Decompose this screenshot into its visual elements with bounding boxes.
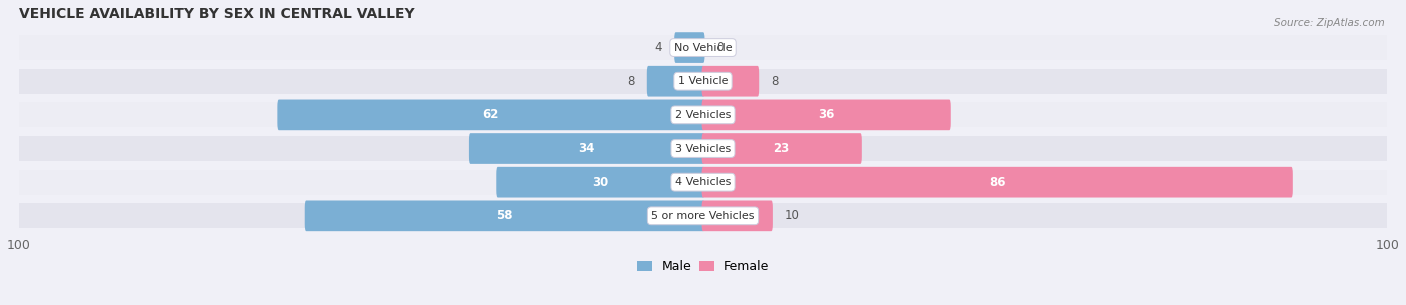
Text: 36: 36 bbox=[818, 108, 834, 121]
FancyBboxPatch shape bbox=[470, 133, 704, 164]
Text: 1 Vehicle: 1 Vehicle bbox=[678, 76, 728, 86]
FancyBboxPatch shape bbox=[702, 167, 1294, 198]
Text: 0: 0 bbox=[717, 41, 724, 54]
Text: 86: 86 bbox=[988, 176, 1005, 189]
Text: 3 Vehicles: 3 Vehicles bbox=[675, 144, 731, 153]
Text: 34: 34 bbox=[578, 142, 595, 155]
Text: 10: 10 bbox=[785, 209, 800, 222]
FancyBboxPatch shape bbox=[305, 200, 704, 231]
Bar bbox=[6, 136, 1400, 161]
Bar bbox=[6, 102, 1400, 127]
FancyBboxPatch shape bbox=[647, 66, 704, 97]
FancyBboxPatch shape bbox=[277, 99, 704, 130]
Text: 23: 23 bbox=[773, 142, 790, 155]
Text: 2 Vehicles: 2 Vehicles bbox=[675, 110, 731, 120]
Text: Source: ZipAtlas.com: Source: ZipAtlas.com bbox=[1274, 18, 1385, 28]
Text: No Vehicle: No Vehicle bbox=[673, 43, 733, 52]
Text: 58: 58 bbox=[496, 209, 513, 222]
Bar bbox=[6, 35, 1400, 60]
Bar bbox=[6, 170, 1400, 195]
Text: 8: 8 bbox=[772, 75, 779, 88]
Bar bbox=[6, 69, 1400, 94]
FancyBboxPatch shape bbox=[702, 133, 862, 164]
Bar bbox=[6, 203, 1400, 228]
Text: 30: 30 bbox=[592, 176, 609, 189]
Text: 8: 8 bbox=[627, 75, 634, 88]
Text: 62: 62 bbox=[482, 108, 499, 121]
FancyBboxPatch shape bbox=[702, 200, 773, 231]
Legend: Male, Female: Male, Female bbox=[637, 260, 769, 273]
FancyBboxPatch shape bbox=[496, 167, 704, 198]
Text: VEHICLE AVAILABILITY BY SEX IN CENTRAL VALLEY: VEHICLE AVAILABILITY BY SEX IN CENTRAL V… bbox=[18, 7, 415, 21]
Text: 4 Vehicles: 4 Vehicles bbox=[675, 177, 731, 187]
Text: 4: 4 bbox=[654, 41, 662, 54]
FancyBboxPatch shape bbox=[702, 99, 950, 130]
Text: 5 or more Vehicles: 5 or more Vehicles bbox=[651, 211, 755, 221]
FancyBboxPatch shape bbox=[702, 66, 759, 97]
FancyBboxPatch shape bbox=[673, 32, 704, 63]
